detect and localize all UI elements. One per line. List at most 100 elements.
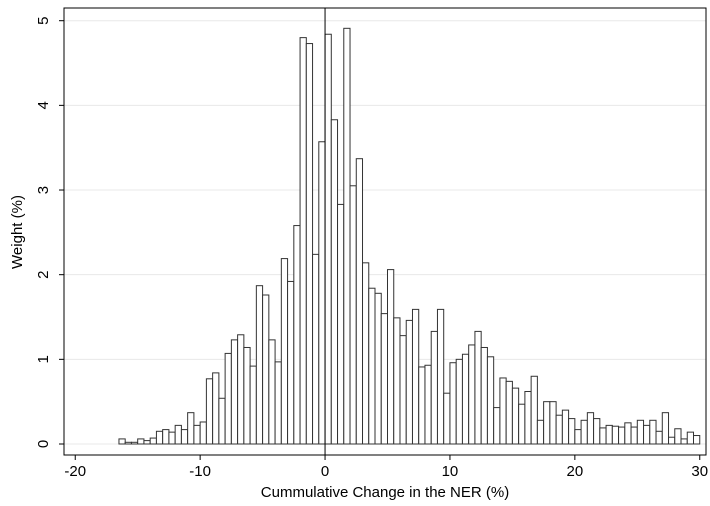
bar: [268, 339, 276, 445]
bar: [349, 185, 357, 445]
bar: [162, 429, 170, 445]
bar: [586, 412, 595, 445]
bar: [230, 339, 239, 445]
bar: [511, 387, 520, 445]
bar: [411, 308, 420, 445]
bar: [274, 361, 282, 445]
bar: [318, 141, 326, 445]
bar: [149, 437, 157, 445]
bar: [362, 262, 370, 445]
bar: [374, 292, 382, 445]
bar: [693, 435, 701, 445]
bar: [655, 430, 663, 445]
bar: [224, 352, 232, 445]
bar: [461, 353, 470, 445]
bar: [618, 426, 626, 445]
bar: [137, 438, 145, 445]
bar: [505, 380, 513, 445]
y-tick-label: 5: [35, 17, 52, 25]
bar: [593, 418, 601, 445]
bar: [499, 377, 507, 445]
bar: [130, 441, 139, 445]
bar: [405, 319, 413, 445]
bar: [605, 424, 613, 445]
bar: [343, 27, 351, 445]
bar: [574, 429, 582, 445]
bar: [549, 401, 557, 445]
bar: [393, 317, 401, 445]
bar: [611, 425, 620, 445]
bar: [430, 330, 438, 445]
bar: [524, 391, 532, 445]
y-tick-label: 2: [35, 271, 52, 279]
bar: [330, 119, 339, 445]
bar: [218, 397, 226, 445]
bar: [262, 294, 270, 445]
bar: [493, 407, 501, 445]
bar: [312, 253, 320, 445]
bar: [643, 424, 651, 445]
bar: [293, 225, 301, 445]
bar: [555, 414, 563, 445]
bar: [449, 362, 457, 445]
bar: [355, 158, 364, 445]
bar: [255, 285, 264, 445]
bar: [237, 334, 245, 445]
bar: [418, 366, 426, 445]
bar: [143, 440, 151, 445]
x-tick-label: -20: [64, 463, 86, 480]
bar: [337, 203, 345, 445]
bar: [305, 43, 314, 445]
bar: [686, 431, 695, 445]
x-tick-label: -10: [189, 463, 211, 480]
y-tick-label: 4: [35, 101, 52, 109]
y-axis-label: Weight (%): [9, 195, 26, 269]
bar: [668, 436, 676, 445]
bar: [174, 424, 182, 445]
bar: [124, 441, 132, 445]
bar: [199, 421, 207, 445]
bar: [561, 409, 570, 445]
bar: [280, 258, 289, 445]
x-tick-label: 30: [691, 463, 708, 480]
bar: [536, 419, 545, 445]
bar: [468, 344, 476, 445]
bar: [249, 365, 257, 445]
bar: [187, 412, 195, 445]
x-axis-label: Cummulative Change in the NER (%): [261, 484, 509, 501]
bar: [118, 438, 126, 445]
bar: [518, 403, 526, 445]
bar: [674, 428, 682, 445]
bar: [368, 287, 376, 445]
bar: [193, 424, 201, 445]
bar: [624, 422, 632, 445]
y-tick-label: 1: [35, 355, 52, 363]
bar: [568, 418, 576, 445]
bar: [386, 269, 395, 445]
y-tick-label: 3: [35, 186, 52, 194]
bar: [530, 375, 538, 445]
x-tick-label: 0: [321, 463, 329, 480]
bar: [399, 335, 407, 445]
x-tick-label: 20: [567, 463, 584, 480]
bar: [543, 401, 551, 445]
x-tick-label: 10: [442, 463, 459, 480]
bar: [580, 419, 588, 445]
bar: [380, 313, 388, 445]
bar: [599, 427, 607, 445]
bar: [680, 438, 688, 445]
bar: [636, 419, 645, 445]
bar: [180, 429, 189, 445]
bar: [480, 346, 488, 445]
bar: [443, 392, 451, 445]
bar: [436, 308, 445, 445]
bar: [324, 33, 332, 445]
bar: [630, 426, 638, 445]
bar: [168, 431, 176, 445]
y-tick-label: 0: [35, 440, 52, 448]
bar: [155, 430, 164, 445]
bar: [649, 419, 657, 445]
bar: [205, 378, 214, 445]
bar: [474, 330, 482, 445]
